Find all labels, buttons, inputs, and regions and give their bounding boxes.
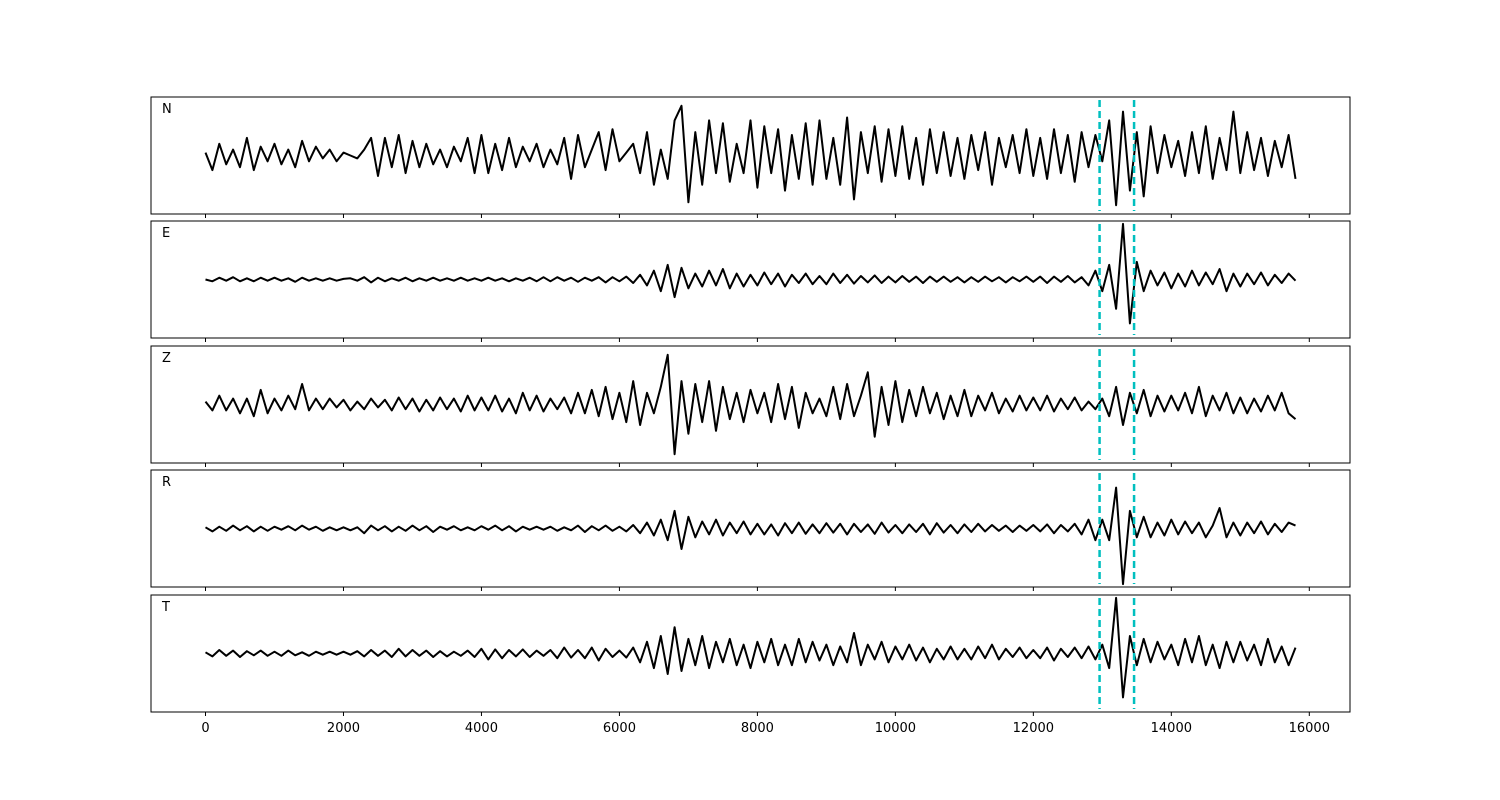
x-tick-label: 10000 bbox=[875, 721, 916, 736]
x-tick-label: 8000 bbox=[741, 721, 774, 736]
x-tick-label: 4000 bbox=[465, 721, 498, 736]
trace bbox=[204, 353, 1297, 456]
panel-label: E bbox=[162, 226, 170, 241]
panel-label: N bbox=[162, 102, 172, 117]
panel-frame bbox=[150, 96, 1351, 215]
panel-label: T bbox=[161, 600, 170, 615]
trace bbox=[204, 104, 1297, 207]
trace bbox=[204, 486, 1296, 586]
x-tick-label: 12000 bbox=[1013, 721, 1054, 736]
panel-frame bbox=[150, 469, 1351, 588]
panel-frame bbox=[150, 345, 1351, 464]
panel-frame bbox=[150, 594, 1351, 713]
trace bbox=[205, 222, 1297, 325]
x-tick-label: 6000 bbox=[603, 721, 636, 736]
x-tick-label: 16000 bbox=[1289, 721, 1330, 736]
x-tick-label: 14000 bbox=[1151, 721, 1192, 736]
trace bbox=[204, 596, 1297, 699]
x-tick-label: 2000 bbox=[327, 721, 360, 736]
x-tick-label: 0 bbox=[201, 721, 209, 736]
panel-label: R bbox=[162, 475, 171, 490]
panel-label: Z bbox=[162, 351, 171, 366]
